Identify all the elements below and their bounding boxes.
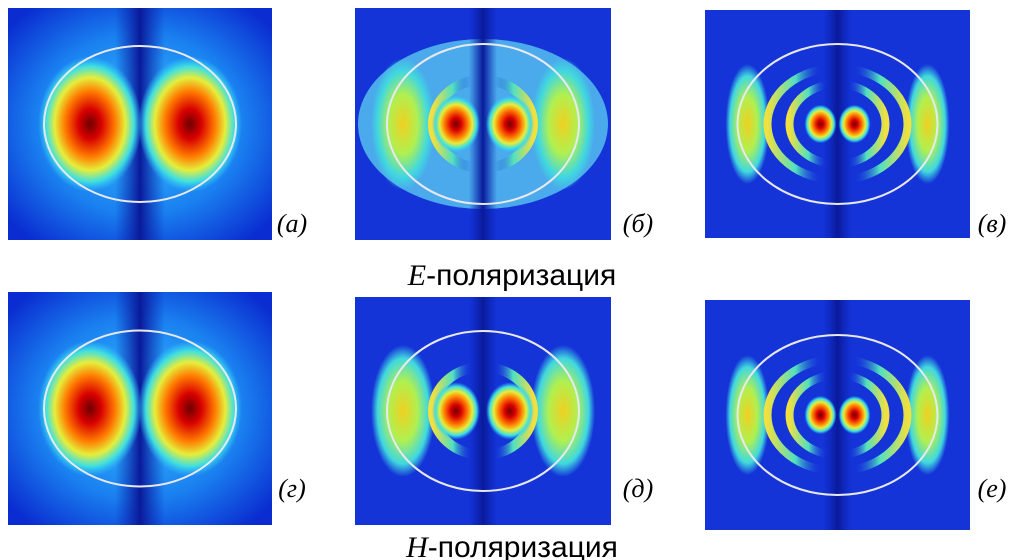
crescent bbox=[726, 64, 770, 184]
crescent bbox=[906, 64, 950, 184]
crescent bbox=[906, 355, 950, 475]
lobe bbox=[839, 396, 871, 434]
panel-label: (е) bbox=[978, 474, 1007, 503]
crescent bbox=[531, 58, 595, 190]
panel-label: (д) bbox=[623, 474, 653, 503]
lobe bbox=[486, 95, 534, 153]
lobe bbox=[138, 341, 242, 477]
crescent bbox=[726, 355, 770, 475]
panel-label: (г) bbox=[278, 474, 305, 503]
lobe bbox=[839, 105, 871, 143]
panel-label: (в) bbox=[978, 209, 1007, 238]
caption: E-поляризация bbox=[407, 259, 616, 292]
panel-label: (а) bbox=[277, 209, 307, 238]
lobe bbox=[138, 56, 242, 192]
figure: (а)(б)(в)(г)(д)(е)E-поляризацияH-поляриз… bbox=[0, 0, 1011, 560]
crescent bbox=[371, 345, 435, 477]
field-panel bbox=[705, 10, 970, 238]
field-panel bbox=[8, 292, 272, 525]
caption-text: -поляризация bbox=[428, 531, 618, 560]
crescent bbox=[371, 58, 435, 190]
caption-symbol: E bbox=[407, 259, 426, 292]
caption-text: -поляризация bbox=[426, 259, 616, 292]
field-panel bbox=[8, 8, 272, 240]
lobe bbox=[486, 382, 534, 440]
lobe bbox=[805, 396, 837, 434]
caption: H-поляризация bbox=[405, 531, 618, 560]
panel-label: (б) bbox=[623, 209, 653, 238]
field-panel bbox=[355, 297, 611, 525]
lobe bbox=[38, 341, 142, 477]
crescent bbox=[531, 345, 595, 477]
field-panel bbox=[355, 8, 611, 240]
lobe bbox=[805, 105, 837, 143]
lobe bbox=[38, 56, 142, 192]
field-panel bbox=[705, 300, 970, 530]
caption-symbol: H bbox=[405, 531, 430, 560]
lobe bbox=[432, 95, 480, 153]
lobe bbox=[432, 382, 480, 440]
